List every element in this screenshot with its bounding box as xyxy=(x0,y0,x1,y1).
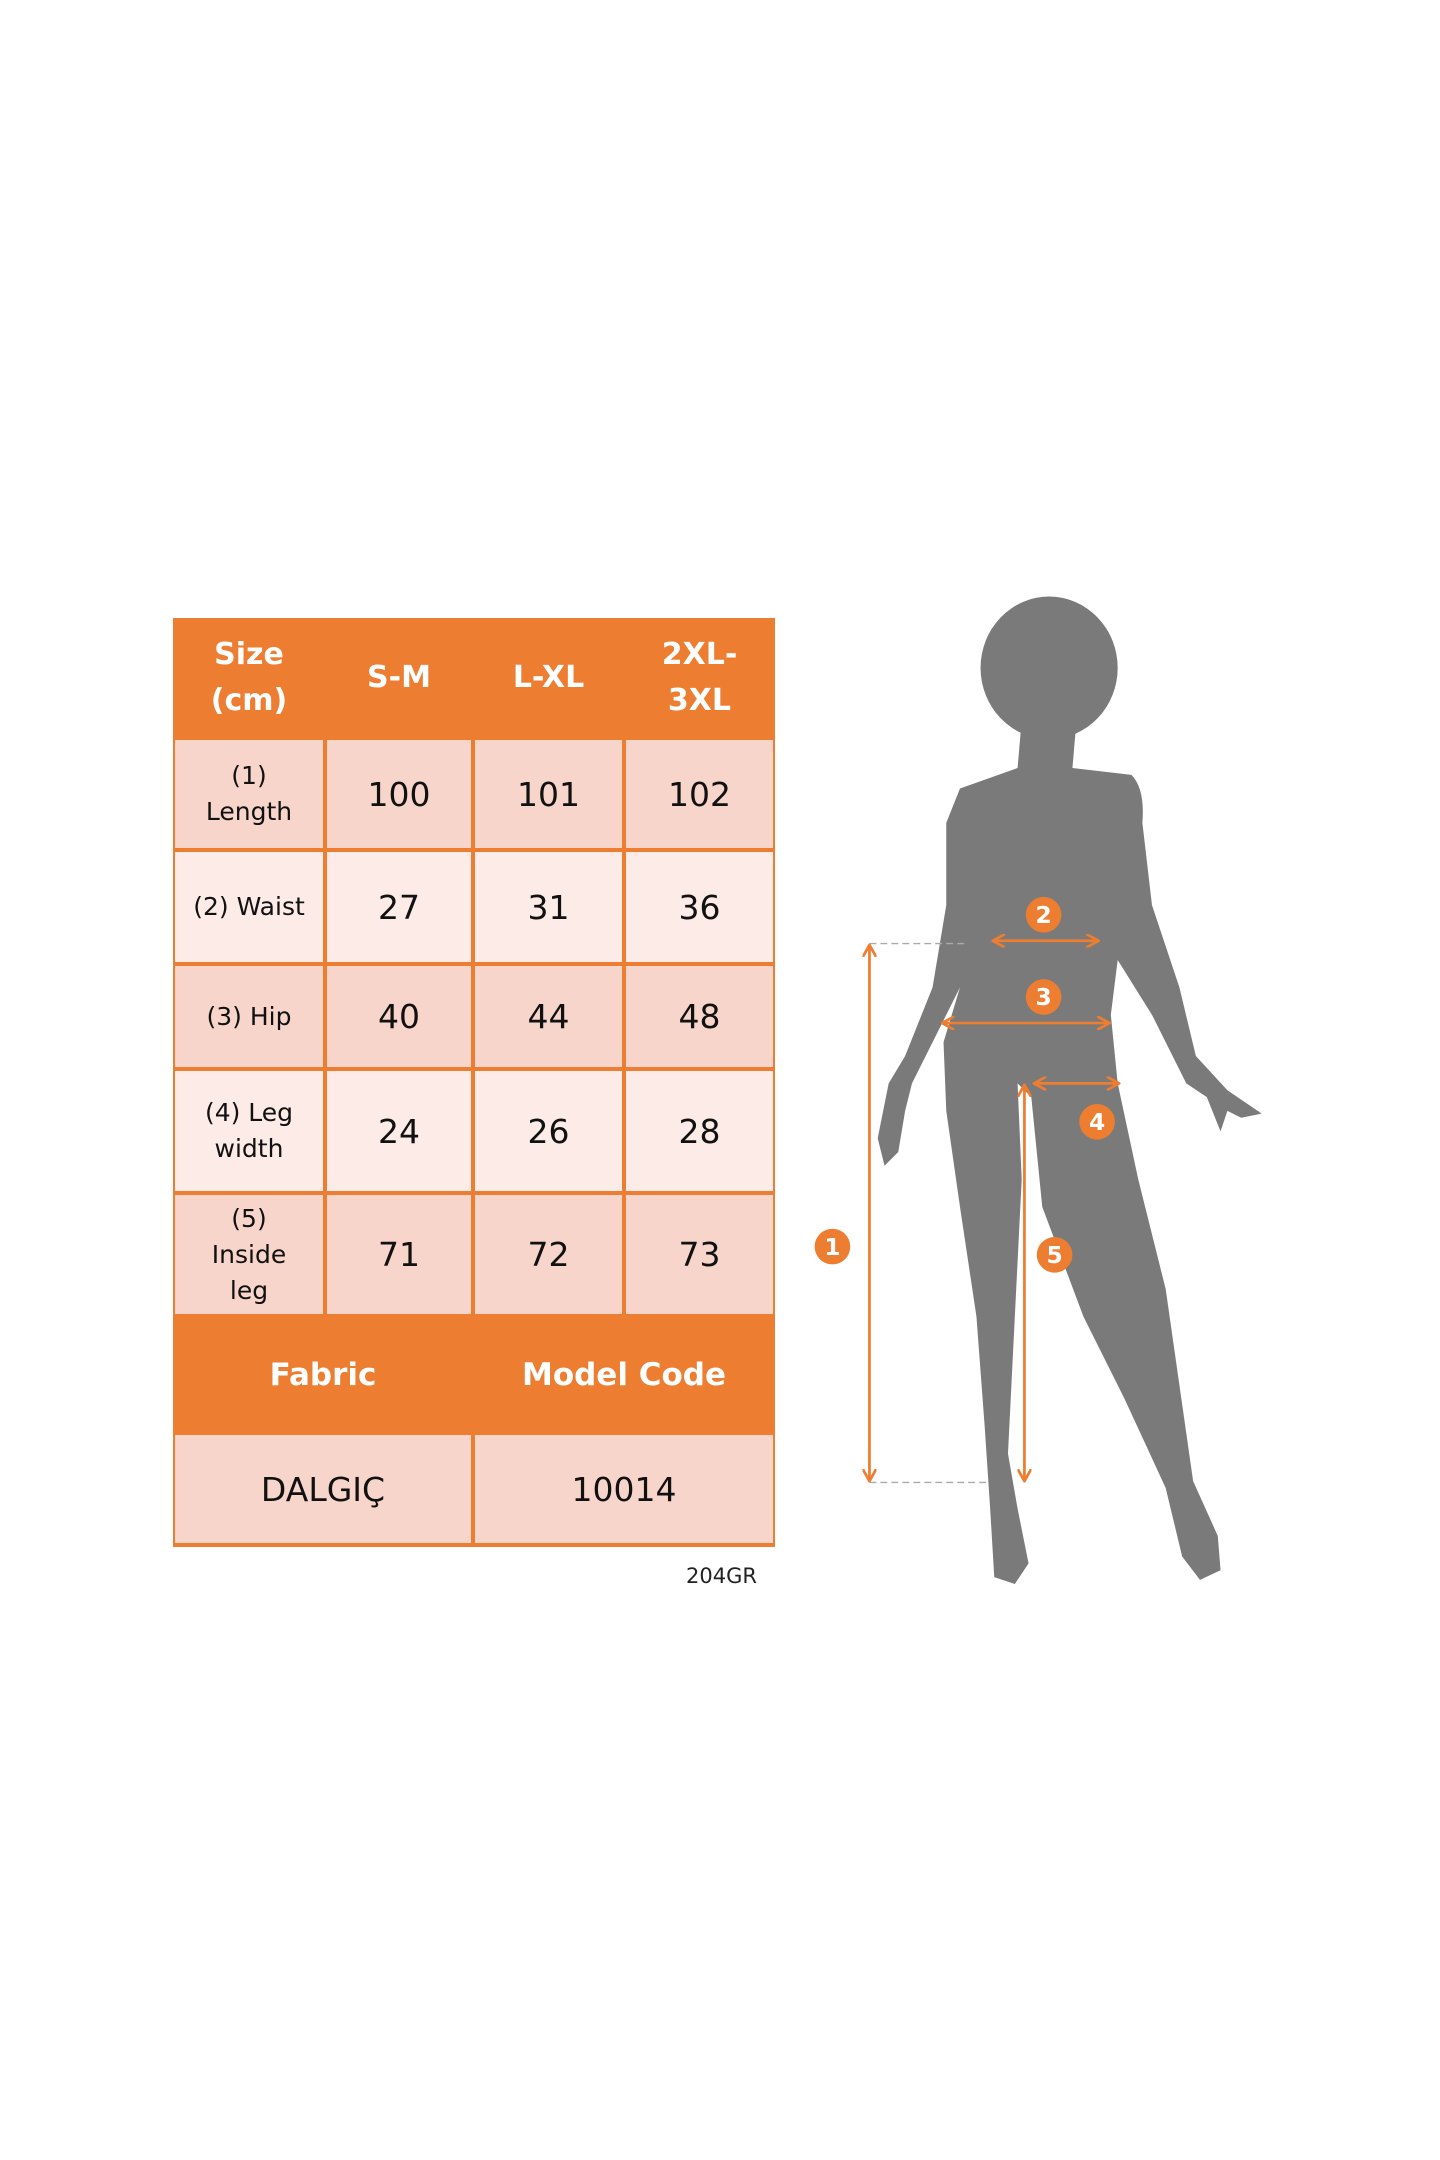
marker-4-label: 4 xyxy=(1089,1109,1105,1136)
table-row-leg-width: (4) Leg width 24 26 28 xyxy=(173,1069,775,1193)
row-label: (2) Waist xyxy=(175,852,323,962)
cell-value: 72 xyxy=(475,1195,622,1314)
table-row-waist: (2) Waist 27 31 36 xyxy=(173,850,775,964)
table-row-length: (1) Length 100 101 102 xyxy=(173,738,775,850)
row-label: (5) Inside leg xyxy=(175,1195,323,1314)
marker-3-icon xyxy=(1025,979,1062,1015)
row-label: (1) Length xyxy=(175,740,323,848)
header-l-xl: L-XL xyxy=(512,660,585,695)
cell-value: 100 xyxy=(327,740,471,848)
size-chart-table: Size (cm) S-M L-XL 2XL- 3XL (1) Length 1… xyxy=(173,618,775,1547)
cell-value: 26 xyxy=(475,1071,622,1191)
marker-2-icon xyxy=(1025,896,1062,933)
row-label: (4) Leg width xyxy=(175,1071,323,1191)
marker-4-icon xyxy=(1079,1103,1115,1140)
marker-5-icon xyxy=(1036,1237,1073,1273)
row-label: (3) Hip xyxy=(175,966,323,1067)
cell-value: 71 xyxy=(327,1195,471,1314)
footer-header-row: Fabric Model Code xyxy=(173,1316,775,1433)
header-2xl-3xl: 2XL- 3XL xyxy=(661,637,738,718)
cell-value: 36 xyxy=(626,852,773,962)
marker-1-icon xyxy=(814,1228,851,1265)
cell-value: 48 xyxy=(626,966,773,1067)
cell-value: 28 xyxy=(626,1071,773,1191)
cell-value: 27 xyxy=(327,852,471,962)
cell-value: 101 xyxy=(475,740,622,848)
marker-5-label: 5 xyxy=(1046,1242,1062,1269)
footer-value-row: DALGIÇ 10014 xyxy=(173,1433,775,1547)
cell-value: 31 xyxy=(475,852,622,962)
fabric-value: DALGIÇ xyxy=(175,1435,471,1543)
product-code-note: 204GR xyxy=(686,1564,757,1588)
cell-value: 73 xyxy=(626,1195,773,1314)
cell-value: 102 xyxy=(626,740,773,848)
marker-2-label: 2 xyxy=(1036,902,1052,929)
header-model-code: Model Code xyxy=(521,1356,727,1393)
table-row-hip: (3) Hip 40 44 48 xyxy=(173,964,775,1069)
header-s-m: S-M xyxy=(367,660,431,695)
marker-1-label: 1 xyxy=(824,1234,840,1261)
cell-value: 24 xyxy=(327,1071,471,1191)
header-fabric: Fabric xyxy=(269,1356,377,1393)
woman-silhouette xyxy=(877,596,1262,1584)
table-header-row: Size (cm) S-M L-XL 2XL- 3XL xyxy=(173,618,775,738)
cell-value: 44 xyxy=(475,966,622,1067)
table-row-inside-leg: (5) Inside leg 71 72 73 xyxy=(173,1193,775,1316)
model-code-value: 10014 xyxy=(475,1435,773,1543)
header-size: Size (cm) xyxy=(210,637,288,718)
marker-3-label: 3 xyxy=(1036,984,1052,1011)
cell-value: 40 xyxy=(327,966,471,1067)
